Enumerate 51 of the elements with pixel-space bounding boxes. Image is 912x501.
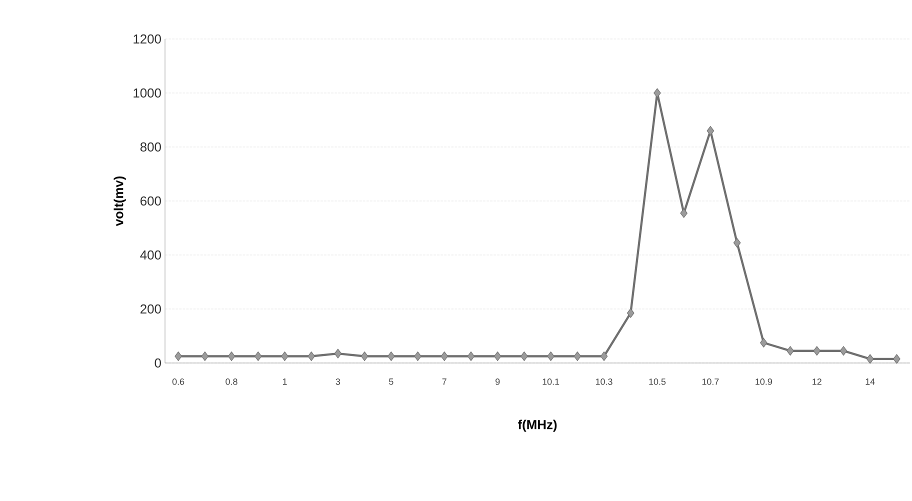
- x-tick-label: 10.9: [756, 378, 772, 385]
- x-axis-title: f(MHz): [518, 420, 557, 432]
- x-tick-label: 10.1: [542, 378, 560, 385]
- point: [893, 354, 900, 364]
- y-tick-label: 800: [140, 142, 161, 152]
- point: [840, 346, 848, 356]
- point: [654, 88, 661, 98]
- point: [174, 351, 182, 362]
- point: [786, 346, 794, 356]
- point: [494, 351, 502, 362]
- point: [733, 238, 741, 248]
- y-tick-label: 600: [140, 196, 161, 206]
- point: [201, 351, 209, 362]
- x-tick-label: 10.7: [702, 378, 719, 385]
- point: [866, 354, 874, 364]
- x-tick-label: 14: [866, 378, 875, 385]
- point: [626, 308, 634, 318]
- x-tick-label: 7: [442, 378, 446, 385]
- point: [334, 348, 342, 358]
- point: [360, 351, 368, 362]
- point: [520, 351, 528, 362]
- y-tick-label: 200: [140, 304, 161, 314]
- point: [254, 351, 262, 362]
- point: [600, 351, 608, 362]
- y-tick-label: 0: [154, 358, 161, 368]
- point: [308, 351, 316, 362]
- x-tick-label: 5: [389, 378, 394, 385]
- x-tick-label: 1: [282, 378, 287, 385]
- x-tick-label: 9: [496, 378, 500, 385]
- x-tick-label: 3: [336, 378, 340, 385]
- point: [547, 351, 554, 362]
- x-tick-label: 10.3: [596, 378, 612, 385]
- point: [414, 351, 422, 362]
- point: [680, 208, 688, 218]
- point: [760, 338, 768, 348]
- point: [813, 346, 821, 356]
- point: [440, 351, 448, 362]
- point: [574, 351, 582, 362]
- point: [467, 351, 475, 362]
- point: [228, 351, 236, 362]
- x-tick-label: 10.5: [649, 378, 666, 385]
- y-tick-label: 1200: [134, 34, 161, 44]
- y-tick-label: 1000: [134, 88, 161, 98]
- x-tick-label: 0.6: [172, 378, 184, 385]
- x-tick-label: 12: [812, 378, 822, 385]
- point: [281, 351, 288, 362]
- y-tick-label: 400: [140, 250, 161, 260]
- y-axis-title: volt(mv): [114, 176, 126, 226]
- point: [706, 126, 714, 136]
- x-tick-label: 0.8: [226, 378, 238, 385]
- point: [388, 351, 395, 362]
